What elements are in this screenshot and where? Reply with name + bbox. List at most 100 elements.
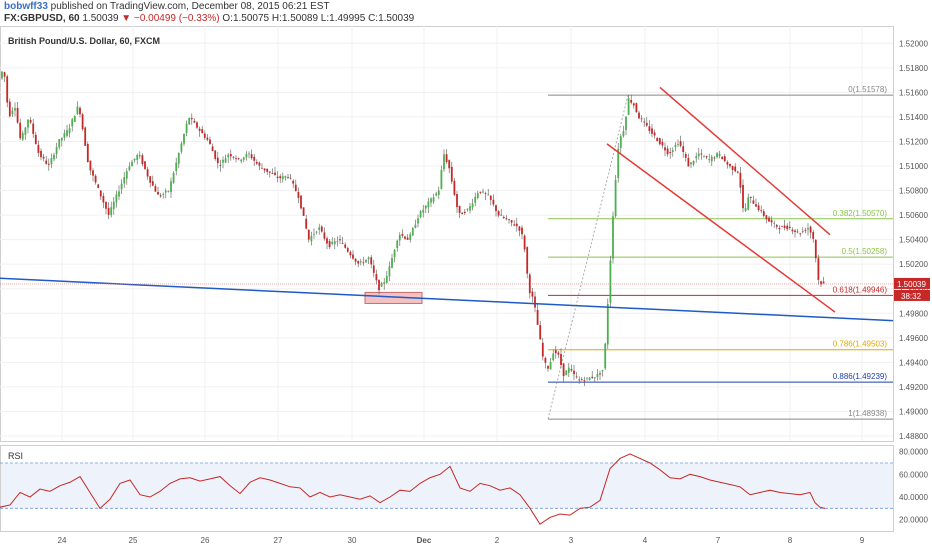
candle-down [731, 166, 734, 170]
chart-frame: British Pound/U.S. Dollar, 60, FXCM 0(1.… [0, 26, 932, 550]
candle-up [183, 133, 185, 144]
candle-up [716, 153, 718, 158]
price-tick-label: 1.50000 [899, 285, 928, 294]
rsi-tick-label: 40.0000 [899, 493, 928, 502]
candle-down [768, 217, 770, 222]
candle-up [747, 197, 750, 210]
candle-up [310, 236, 313, 242]
chart-canvas[interactable]: British Pound/U.S. Dollar, 60, FXCM 0(1.… [0, 26, 932, 550]
candle-up [180, 143, 183, 152]
time-tick-label: 24 [58, 536, 67, 545]
candle-down [79, 107, 81, 115]
candle-down [817, 258, 820, 280]
candle-down [320, 226, 323, 232]
candle-down [495, 205, 497, 212]
price-tick-label: 1.51800 [899, 64, 928, 73]
candle-up [674, 145, 677, 147]
candle-down [456, 194, 458, 208]
candle-down [541, 342, 544, 357]
candle-up [422, 209, 425, 213]
candle-down [539, 325, 542, 340]
candle-down [229, 153, 232, 157]
candle-down [661, 141, 664, 146]
candle-down [362, 262, 365, 264]
candle-down [146, 169, 149, 177]
candle-down [518, 226, 521, 231]
candle-down [29, 120, 32, 123]
candle-down [404, 236, 406, 239]
down-arrow-icon: ▼ [121, 13, 132, 24]
candle-down [289, 177, 292, 179]
candle-down [198, 128, 201, 131]
candle-up [391, 258, 393, 268]
candle-down [357, 261, 360, 264]
candle-down [193, 120, 196, 123]
candle-up [73, 115, 76, 122]
candle-down [479, 191, 482, 193]
candle-up [172, 173, 175, 183]
candle-down [92, 170, 94, 176]
candle-up [115, 194, 118, 203]
candle-down [729, 164, 731, 167]
candle-up [222, 159, 224, 163]
price-series [1, 71, 825, 387]
candle-up [66, 130, 68, 136]
candle-down [97, 184, 100, 188]
candle-down [149, 176, 152, 183]
candle-up [120, 183, 123, 190]
last-price: 1.50039 [82, 13, 119, 24]
candle-down [705, 156, 708, 158]
candle-down [713, 157, 716, 159]
price-tick-label: 1.49400 [899, 358, 928, 367]
candle-down [32, 123, 35, 134]
candle-up [245, 153, 248, 158]
candle-down [765, 215, 768, 220]
author-link[interactable]: bobwff33 [4, 1, 48, 12]
candle-down [573, 370, 575, 375]
candle-down [266, 168, 269, 172]
candle-up [333, 241, 336, 245]
candle-down [640, 118, 643, 120]
candle-down [547, 366, 549, 369]
candle-down [258, 162, 261, 166]
candle-down [34, 134, 37, 145]
candle-down [297, 191, 300, 198]
candle-up [248, 153, 250, 155]
candle-down [664, 147, 666, 151]
rsi-line [0, 453, 826, 525]
candle-down [653, 132, 656, 136]
candle-down [105, 201, 107, 209]
candle-down [682, 146, 685, 152]
candle-up [710, 156, 713, 162]
candle-down [560, 354, 562, 365]
candle-down [528, 274, 531, 294]
candle-up [313, 233, 315, 235]
candle-down [775, 224, 778, 227]
candle-down [799, 233, 802, 235]
time-tick-label: Dec [417, 536, 432, 545]
candle-down [354, 258, 357, 262]
candle-down [453, 180, 456, 195]
candle-up [625, 116, 627, 130]
candle-up [128, 166, 131, 171]
candle-up [53, 154, 55, 160]
candle-down [492, 199, 495, 205]
candle-down [521, 227, 523, 235]
publish-line: bobwff33 published on TradingView.com, D… [4, 1, 330, 12]
candle-down [211, 146, 214, 152]
candle-down [648, 126, 651, 132]
candle-down [791, 229, 794, 232]
candle-up [118, 191, 120, 197]
candle-up [388, 266, 391, 277]
time-tick-label: 8 [788, 536, 793, 545]
candle-down [575, 376, 578, 378]
candle-down [562, 363, 565, 376]
candle-down [378, 279, 380, 291]
time-tick-label: 26 [201, 536, 210, 545]
candle-down [770, 220, 773, 223]
candle-down [723, 156, 726, 162]
candle-down [45, 160, 48, 164]
candle-up [63, 133, 66, 138]
candle-down [274, 172, 276, 175]
candle-down [47, 163, 50, 165]
